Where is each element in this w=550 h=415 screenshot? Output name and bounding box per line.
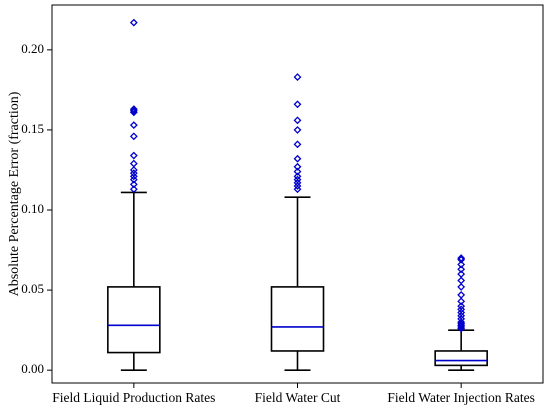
- x-axis: Field Liquid Production Rates Field Water…: [52, 383, 535, 405]
- outlier-point: [293, 162, 302, 171]
- outlier-point: [457, 315, 466, 323]
- outlier-point: [293, 185, 302, 194]
- outlier-point: [457, 260, 466, 269]
- outlier-point: [457, 318, 466, 327]
- iqr-box: [107, 286, 161, 354]
- outlier-point: [129, 151, 138, 160]
- outlier-point: [293, 140, 302, 149]
- outlier-point: [129, 180, 138, 189]
- box-group: [434, 254, 488, 371]
- box-group: [270, 73, 325, 371]
- y-tick-label: 0.20: [21, 41, 44, 56]
- y-axis-label: Absolute Percentage Error (fraction): [7, 91, 22, 296]
- outlier-point: [129, 132, 138, 141]
- outlier-point: [293, 73, 302, 81]
- outlier-point: [129, 175, 138, 184]
- x-tick-label: Field Water Injection Rates: [387, 390, 535, 405]
- iqr-box: [270, 286, 325, 352]
- outlier-point: [457, 276, 466, 285]
- outlier-point: [129, 159, 138, 168]
- outlier-point: [129, 121, 138, 130]
- outlier-point: [293, 100, 302, 109]
- outlier-point: [129, 166, 138, 174]
- iqr-box: [434, 350, 488, 367]
- y-tick-label: 0.05: [21, 281, 44, 296]
- outlier-point: [129, 172, 138, 181]
- outlier-point: [129, 18, 138, 27]
- outlier-point: [293, 182, 302, 190]
- outlier-point: [457, 302, 466, 311]
- y-axis: 0.00 0.05 0.10 0.15 0.20: [21, 41, 52, 376]
- outlier-point: [457, 254, 466, 262]
- x-tick-label: Field Water Cut: [255, 390, 341, 405]
- outlier-point: [457, 270, 466, 279]
- outlier-point: [293, 172, 302, 181]
- outlier-point: [457, 282, 466, 291]
- outlier-point: [293, 126, 302, 134]
- outlier-point: [457, 265, 466, 274]
- y-tick-label: 0.00: [21, 361, 44, 376]
- outlier-point: [457, 290, 466, 299]
- outlier-point: [457, 305, 466, 314]
- outlier-point: [293, 175, 302, 184]
- outlier-point: [129, 105, 138, 114]
- outlier-point: [457, 311, 466, 320]
- outlier-point: [293, 154, 302, 163]
- outlier-point: [457, 308, 466, 317]
- outlier-point: [293, 116, 302, 125]
- boxes-layer: [107, 18, 488, 371]
- y-tick-label: 0.10: [21, 201, 44, 216]
- x-tick-label: Field Liquid Production Rates: [52, 390, 215, 405]
- outlier-point: [457, 297, 466, 306]
- outlier-point: [129, 169, 138, 178]
- outlier-point: [129, 185, 138, 194]
- outlier-point: [293, 167, 302, 176]
- box-group: [107, 18, 161, 371]
- outlier-point: [293, 178, 302, 187]
- y-tick-label: 0.15: [21, 121, 44, 136]
